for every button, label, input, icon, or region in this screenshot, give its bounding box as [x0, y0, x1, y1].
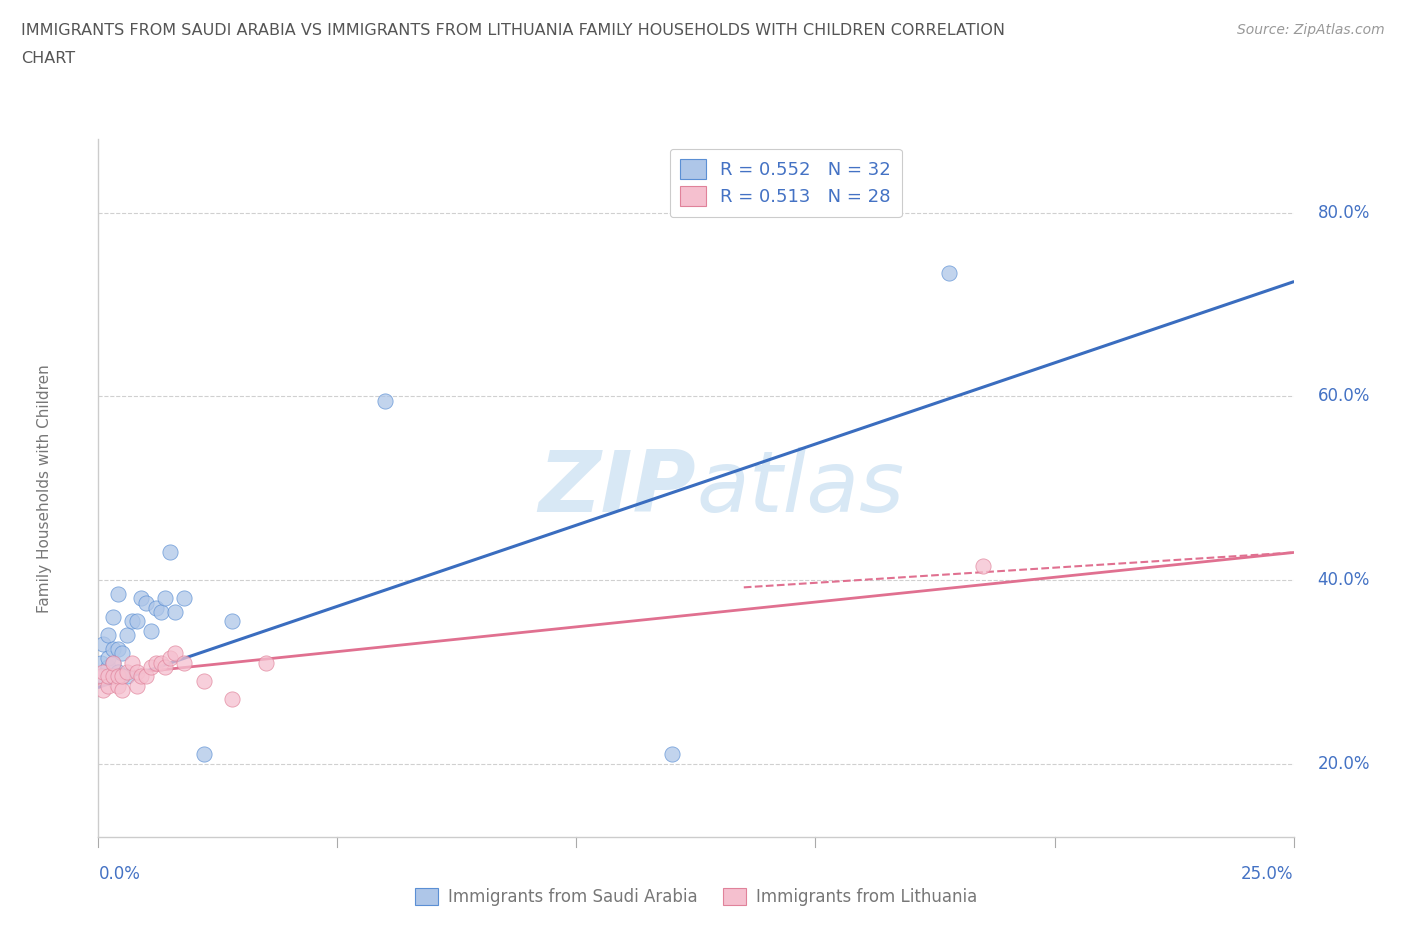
- Point: [111, 669, 134, 684]
- Point: [107, 678, 129, 693]
- Point: [91, 637, 114, 652]
- Point: [91, 664, 114, 679]
- Point: [97, 628, 120, 643]
- Point: [101, 609, 124, 624]
- Point: [131, 669, 153, 684]
- Text: atlas: atlas: [696, 446, 904, 530]
- Point: [173, 655, 195, 670]
- Text: 25.0%: 25.0%: [1241, 865, 1294, 883]
- Text: Family Households with Children: Family Households with Children: [37, 364, 52, 613]
- Text: ZIP: ZIP: [538, 446, 696, 530]
- Point: [155, 659, 177, 674]
- Point: [254, 655, 277, 670]
- Text: IMMIGRANTS FROM SAUDI ARABIA VS IMMIGRANTS FROM LITHUANIA FAMILY HOUSEHOLDS WITH: IMMIGRANTS FROM SAUDI ARABIA VS IMMIGRAN…: [21, 23, 1005, 38]
- Point: [101, 642, 124, 657]
- Text: 20.0%: 20.0%: [1317, 754, 1369, 773]
- Point: [139, 659, 162, 674]
- Point: [131, 591, 153, 605]
- Text: 0.0%: 0.0%: [98, 865, 141, 883]
- Point: [121, 655, 143, 670]
- Text: 40.0%: 40.0%: [1317, 571, 1369, 589]
- Point: [107, 642, 129, 657]
- Point: [173, 591, 195, 605]
- Point: [111, 683, 134, 698]
- Point: [661, 747, 683, 762]
- Text: 80.0%: 80.0%: [1317, 204, 1369, 222]
- Point: [107, 669, 129, 684]
- Point: [221, 614, 243, 629]
- Text: Source: ZipAtlas.com: Source: ZipAtlas.com: [1237, 23, 1385, 37]
- Point: [91, 669, 114, 684]
- Point: [121, 614, 143, 629]
- Point: [115, 628, 138, 643]
- Point: [90, 669, 112, 684]
- Point: [149, 655, 172, 670]
- Point: [221, 692, 243, 707]
- Point: [145, 655, 167, 670]
- Point: [135, 595, 157, 610]
- Point: [115, 664, 138, 679]
- Point: [101, 655, 124, 670]
- Point: [374, 393, 396, 408]
- Point: [101, 669, 124, 684]
- Point: [101, 655, 124, 670]
- Point: [163, 604, 186, 619]
- Point: [938, 265, 960, 280]
- Point: [125, 678, 148, 693]
- Point: [107, 664, 129, 679]
- Point: [125, 614, 148, 629]
- Point: [163, 646, 186, 661]
- Point: [193, 673, 215, 688]
- Point: [90, 655, 112, 670]
- Point: [107, 586, 129, 601]
- Point: [139, 623, 162, 638]
- Point: [159, 651, 181, 666]
- Point: [91, 683, 114, 698]
- Point: [97, 651, 120, 666]
- Point: [97, 678, 120, 693]
- Text: CHART: CHART: [21, 51, 75, 66]
- Point: [111, 646, 134, 661]
- Point: [159, 545, 181, 560]
- Point: [97, 669, 120, 684]
- Point: [135, 669, 157, 684]
- Point: [149, 604, 172, 619]
- Point: [125, 664, 148, 679]
- Point: [155, 591, 177, 605]
- Legend: Immigrants from Saudi Arabia, Immigrants from Lithuania: Immigrants from Saudi Arabia, Immigrants…: [408, 881, 984, 912]
- Point: [193, 747, 215, 762]
- Point: [115, 669, 138, 684]
- Point: [972, 559, 994, 574]
- Point: [97, 659, 120, 674]
- Text: 60.0%: 60.0%: [1317, 388, 1369, 405]
- Point: [111, 669, 134, 684]
- Point: [145, 600, 167, 615]
